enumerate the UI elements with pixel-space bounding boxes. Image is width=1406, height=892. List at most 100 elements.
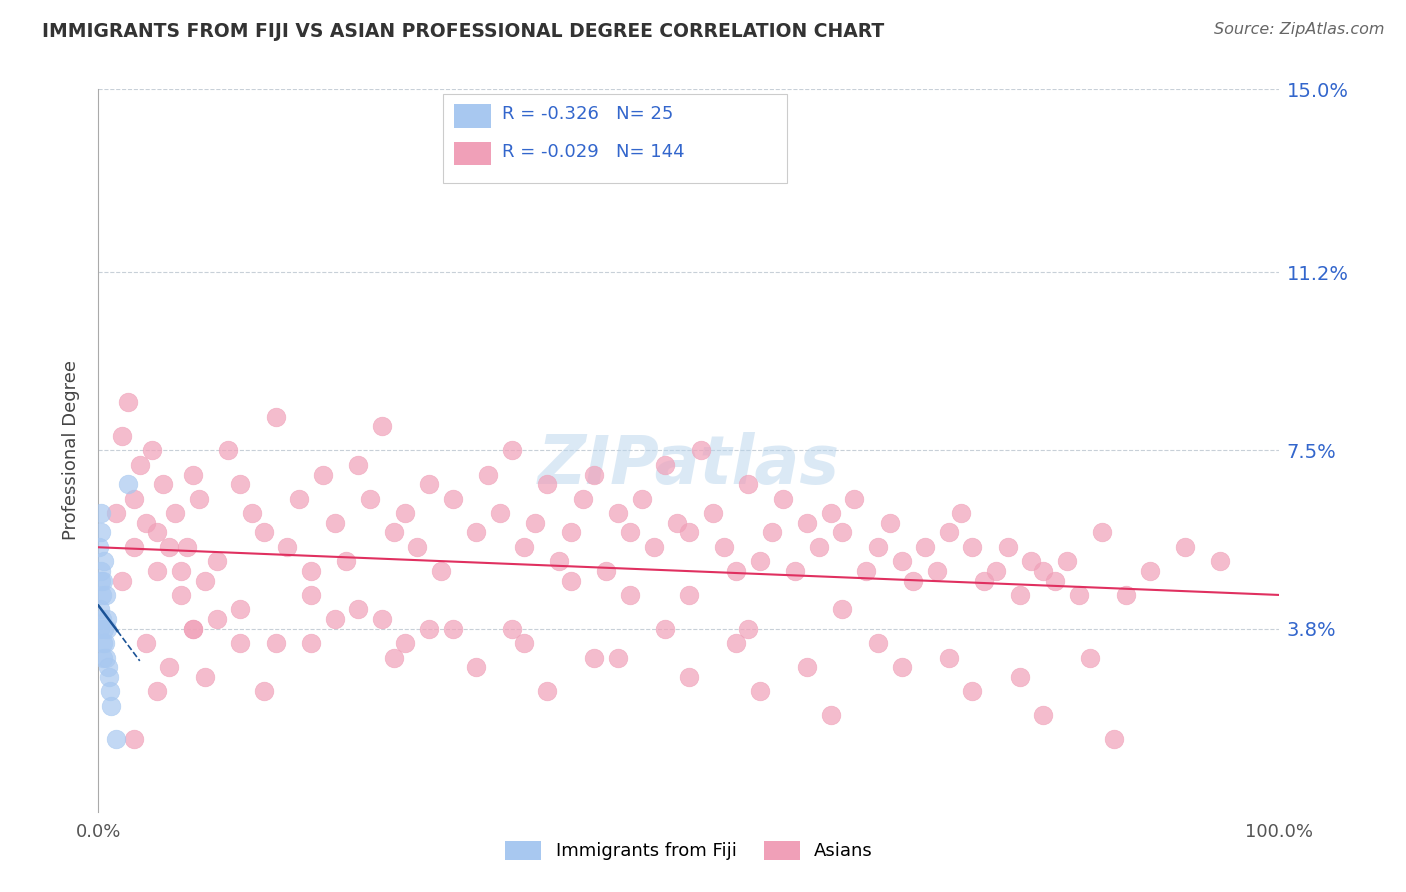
Immigrants from Fiji (96, 612, 118, 626)
Immigrants from Fiji (90, 525, 112, 540)
Asians (903, 574, 925, 588)
Asians (820, 506, 842, 520)
Asians (761, 525, 783, 540)
Asians (441, 622, 464, 636)
Immigrants from Fiji (91, 636, 114, 650)
Asians (1115, 588, 1137, 602)
Asians (831, 602, 853, 616)
Asians (181, 622, 204, 636)
Asians (176, 540, 198, 554)
Text: ZIPatlas: ZIPatlas (538, 432, 839, 498)
Asians (441, 491, 464, 506)
Asians (253, 684, 276, 698)
Asians (1008, 588, 1031, 602)
Asians (962, 540, 984, 554)
Asians (973, 574, 995, 588)
Asians (430, 564, 453, 578)
Asians (737, 622, 759, 636)
Asians (1056, 554, 1078, 568)
Asians (335, 554, 357, 568)
Asians (229, 477, 252, 491)
Asians (111, 429, 134, 443)
Asians (217, 443, 239, 458)
Asians (288, 491, 311, 506)
Asians (560, 574, 582, 588)
Asians (135, 516, 157, 530)
Asians (181, 622, 204, 636)
Asians (264, 409, 287, 424)
Asians (117, 395, 139, 409)
Asians (619, 588, 641, 602)
Asians (323, 516, 346, 530)
Asians (253, 525, 276, 540)
Asians (489, 506, 512, 520)
Asians (194, 574, 217, 588)
Immigrants from Fiji (90, 574, 112, 588)
Text: R = -0.326   N= 25: R = -0.326 N= 25 (502, 105, 673, 123)
Asians (619, 525, 641, 540)
Asians (796, 516, 818, 530)
Immigrants from Fiji (105, 732, 128, 747)
Asians (713, 540, 735, 554)
Asians (128, 458, 150, 472)
Asians (1043, 574, 1066, 588)
Asians (796, 660, 818, 674)
Asians (866, 636, 889, 650)
Immigrants from Fiji (117, 477, 139, 491)
Asians (1021, 554, 1043, 568)
Asians (772, 491, 794, 506)
Asians (1209, 554, 1232, 568)
Immigrants from Fiji (91, 612, 114, 626)
Asians (187, 491, 209, 506)
Asians (299, 564, 322, 578)
Asians (135, 636, 157, 650)
Asians (418, 622, 440, 636)
Immigrants from Fiji (89, 622, 111, 636)
Asians (240, 506, 263, 520)
Asians (501, 622, 523, 636)
Asians (938, 525, 960, 540)
Asians (382, 525, 405, 540)
Asians (654, 622, 676, 636)
Asians (205, 612, 228, 626)
Asians (512, 540, 534, 554)
Asians (477, 467, 499, 482)
Asians (382, 650, 405, 665)
Asians (536, 477, 558, 491)
Immigrants from Fiji (89, 540, 111, 554)
Asians (925, 564, 948, 578)
Immigrants from Fiji (90, 588, 112, 602)
Asians (560, 525, 582, 540)
Asians (607, 650, 630, 665)
Immigrants from Fiji (89, 602, 111, 616)
Asians (583, 650, 606, 665)
Asians (276, 540, 298, 554)
Asians (678, 670, 700, 684)
Asians (170, 564, 193, 578)
Text: R = -0.029   N= 144: R = -0.029 N= 144 (502, 143, 685, 161)
Asians (725, 636, 748, 650)
Asians (1091, 525, 1114, 540)
Asians (524, 516, 547, 530)
Asians (890, 554, 912, 568)
Asians (1139, 564, 1161, 578)
Asians (157, 540, 180, 554)
Asians (394, 506, 416, 520)
Asians (678, 588, 700, 602)
Asians (501, 443, 523, 458)
Asians (229, 602, 252, 616)
Asians (689, 443, 711, 458)
Y-axis label: Professional Degree: Professional Degree (62, 360, 80, 541)
Asians (820, 708, 842, 723)
Asians (406, 540, 429, 554)
Asians (855, 564, 877, 578)
Asians (1080, 650, 1102, 665)
Asians (666, 516, 689, 530)
Asians (643, 540, 665, 554)
Asians (181, 467, 204, 482)
Asians (571, 491, 593, 506)
Asians (702, 506, 724, 520)
Asians (105, 506, 128, 520)
Asians (111, 574, 134, 588)
Text: Source: ZipAtlas.com: Source: ZipAtlas.com (1215, 22, 1385, 37)
